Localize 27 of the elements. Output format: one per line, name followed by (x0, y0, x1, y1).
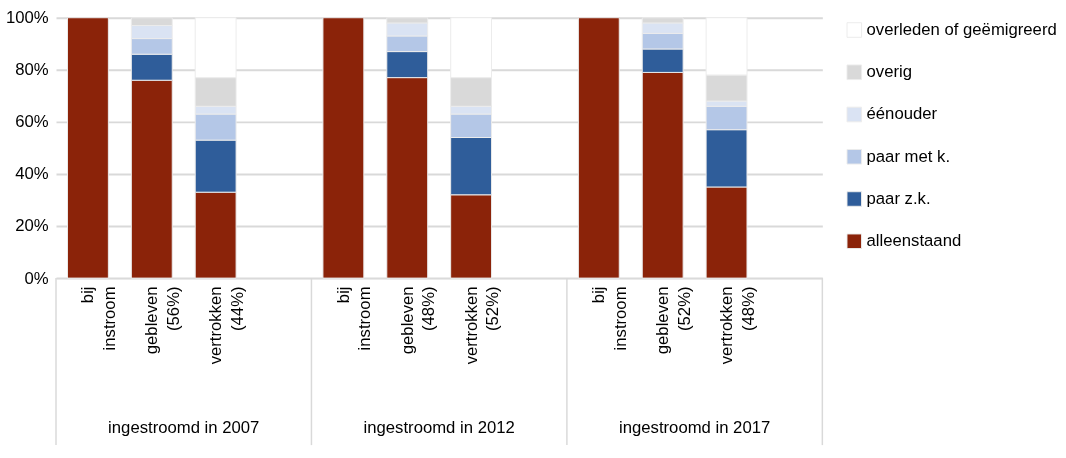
legend-label: overig (866, 62, 913, 82)
text: ingestroomd in 2017 (619, 418, 771, 438)
text: ingestroomd in 2007 (108, 418, 260, 438)
y-tick-label: 80% (15, 60, 49, 80)
text: ingestroomd in 2012 (363, 418, 515, 438)
y-tick-label: 60% (15, 112, 49, 132)
y-tick-label: 40% (15, 164, 49, 184)
x-tick-label: bij instroom (333, 286, 375, 351)
bar (322, 17, 365, 279)
y-tick-label: 100% (5, 8, 49, 28)
legend-label: paar met k. (866, 146, 951, 166)
legend-label: paar z.k. (866, 188, 931, 208)
x-tick-label: vertrokken (48%) (716, 286, 758, 365)
x-tick-label: gebleven (56%) (142, 286, 183, 355)
x-tick-label: vertrokken (44%) (206, 286, 247, 365)
legend-label: overleden of geëmigreerd (866, 19, 1057, 39)
x-tick-label: bij instroom (589, 286, 630, 351)
bar (67, 17, 109, 279)
y-tick-label: 20% (15, 216, 49, 236)
legend-label: alleenstaand (866, 231, 962, 251)
x-tick-label: vertrokken (52%) (461, 286, 503, 365)
bar (577, 17, 620, 279)
x-tick-label: gebleven (48%) (397, 286, 439, 355)
y-tick-label: 0% (24, 268, 49, 288)
x-tick-label: gebleven (52%) (653, 286, 694, 355)
legend-label: éénouder (866, 104, 938, 124)
x-tick-label: bij instroom (78, 286, 119, 351)
